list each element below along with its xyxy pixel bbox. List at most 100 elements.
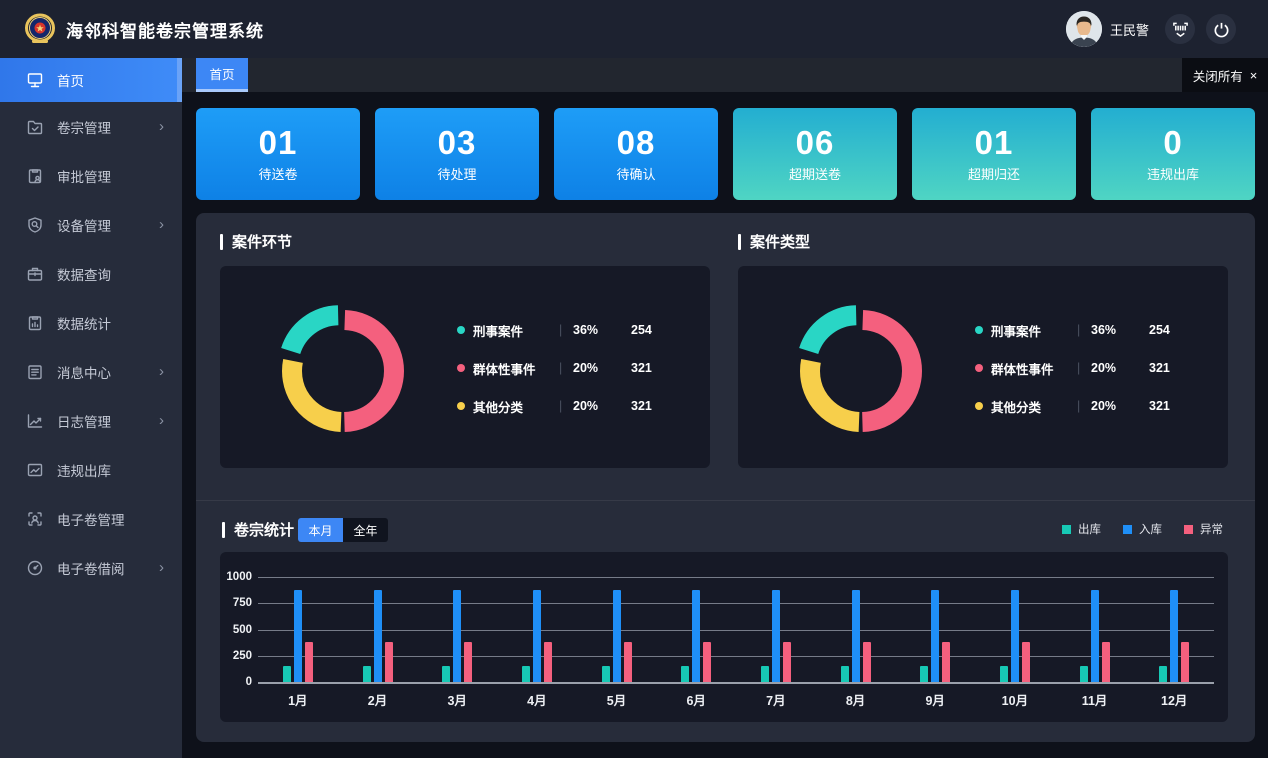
x-axis-label: 1月 xyxy=(288,694,308,708)
legend-dot xyxy=(975,402,983,410)
chevron-right-icon: › xyxy=(159,412,164,429)
bar-入库 xyxy=(532,589,541,682)
image-chart-icon xyxy=(26,461,44,479)
user-name[interactable]: 王民警 xyxy=(1110,22,1150,38)
chevron-right-icon: › xyxy=(159,559,164,576)
bar-异常 xyxy=(1101,641,1110,682)
id-card-icon xyxy=(26,510,44,528)
barcode-scan-icon xyxy=(1172,22,1188,37)
police-badge-logo-icon xyxy=(25,13,55,43)
sidebar-item-home[interactable]: 首页 xyxy=(0,58,182,102)
user-avatar[interactable] xyxy=(1066,11,1102,47)
gauge-icon xyxy=(26,559,44,577)
bar-异常 xyxy=(1181,641,1190,682)
legend-dot xyxy=(457,364,465,372)
title-accent-bar xyxy=(738,233,741,250)
bar-group-12月 xyxy=(1134,577,1214,682)
sidebar-item-message-center[interactable]: 消息中心 › xyxy=(0,347,182,396)
sidebar-item-label: 日志管理 xyxy=(57,414,111,430)
bar-出库 xyxy=(840,666,849,682)
stat-cards-row: 01 待送卷 03 待处理 08 待确认 06 超期送卷 01 超期归还 0 违规出库 xyxy=(196,108,1255,200)
legend-label: 群体性事件 xyxy=(473,362,536,377)
section-title-text: 案件环节 xyxy=(232,234,293,251)
y-axis-tick: 0 xyxy=(245,676,252,688)
bar-入库 xyxy=(1170,589,1179,682)
sidebar-item-approval-mgmt[interactable]: 审批管理 xyxy=(0,151,182,200)
donut-legend: 刑事案件 | 36% 254 群体性事件 | 20% 321 其他分类 | 20% 321 xyxy=(457,311,691,425)
title-accent-bar xyxy=(222,521,225,538)
legend-label: 入库 xyxy=(1139,524,1162,536)
legend-divider: | xyxy=(559,399,563,413)
sidebar-item-efile-mgmt[interactable]: 电子卷管理 xyxy=(0,494,182,543)
bar-plot-area: 0 250 500 750 1000 xyxy=(226,571,1214,688)
bar-group-7月 xyxy=(736,577,816,682)
sidebar-item-log-mgmt[interactable]: 日志管理 › xyxy=(0,396,182,445)
sidebar-item-dossier-mgmt[interactable]: 卷宗管理 › xyxy=(0,102,182,151)
sidebar-item-violation-out[interactable]: 违规出库 xyxy=(0,445,182,494)
bar-group-9月 xyxy=(895,577,975,682)
sidebar-item-data-query[interactable]: 数据查询 xyxy=(0,249,182,298)
toggle-full-year[interactable]: 全年 xyxy=(343,518,388,542)
logout-button[interactable] xyxy=(1206,14,1236,44)
close-all-label: 关闭所有 xyxy=(1192,69,1243,84)
legend-label: 出库 xyxy=(1078,524,1101,536)
clipboard-user-icon xyxy=(26,167,44,185)
stat-value: 01 xyxy=(258,123,298,161)
sidebar-menu: 首页 卷宗管理 › 审批管理 设备管理 › 数据查询 数据统计 消息中心 › 日志管理 › 违规出库 电子… xyxy=(0,58,182,758)
legend-row: 其他分类 | 20% 321 xyxy=(457,387,691,425)
sidebar-item-device-mgmt[interactable]: 设备管理 › xyxy=(0,200,182,249)
bar-出库 xyxy=(760,666,769,682)
sidebar-item-label: 消息中心 xyxy=(57,365,111,381)
tab-home[interactable]: 首页 xyxy=(196,58,248,92)
tab-bar: 首页 关闭所有 × xyxy=(182,58,1268,92)
stat-label: 超期送卷 xyxy=(788,166,841,182)
bar-出库 xyxy=(1079,666,1088,682)
bar-入库 xyxy=(851,589,860,682)
close-all-tabs-button[interactable]: 关闭所有 × xyxy=(1182,58,1268,92)
legend-label: 异常 xyxy=(1200,524,1223,536)
bar-group-1月 xyxy=(258,577,338,682)
title-accent-bar xyxy=(220,233,223,250)
bar-异常 xyxy=(703,641,712,682)
case-type-donut-chart: 刑事案件 | 36% 254 群体性事件 | 20% 321 其他分类 | 20% 321 xyxy=(738,266,1228,468)
legend-dot xyxy=(457,402,465,410)
section-title-case-stage: 案件环节 xyxy=(220,231,292,252)
sidebar-item-efile-borrow[interactable]: 电子卷借阅 › xyxy=(0,543,182,592)
briefcase-icon xyxy=(26,265,44,283)
stat-card-to-process: 03 待处理 xyxy=(375,108,539,200)
bar-入库 xyxy=(453,589,462,682)
bar-入库 xyxy=(1010,589,1019,682)
sidebar-item-data-stats[interactable]: 数据统计 xyxy=(0,298,182,347)
top-bar: 海邻科智能卷宗管理系统 王民警 xyxy=(0,0,1268,58)
chevron-right-icon: › xyxy=(159,216,164,233)
legend-row: 其他分类 | 20% 321 xyxy=(975,387,1209,425)
stat-label: 超期归还 xyxy=(967,166,1020,182)
bar-出库 xyxy=(442,666,451,682)
stat-card-to-confirm: 08 待确认 xyxy=(554,108,718,200)
legend-label: 刑事案件 xyxy=(473,324,524,339)
barcode-scan-button[interactable] xyxy=(1165,14,1195,44)
legend-label: 其他分类 xyxy=(991,400,1042,415)
bar-异常 xyxy=(304,641,313,682)
x-axis-label: 5月 xyxy=(606,694,627,708)
bar-group-10月 xyxy=(975,577,1055,682)
stat-value: 03 xyxy=(437,123,477,161)
dossier-bar-chart: 0 250 500 750 1000 1月 2月 3月 4月 5月 6月 7月 8月 9月 10月 11月 1… xyxy=(220,552,1228,722)
bar-异常 xyxy=(623,641,632,682)
shield-search-icon xyxy=(26,216,44,234)
legend-swatch xyxy=(1062,524,1071,534)
toggle-this-month[interactable]: 本月 xyxy=(298,518,343,542)
legend-count: 254 xyxy=(1149,323,1170,337)
bar-出库 xyxy=(920,666,929,682)
x-axis-label: 2月 xyxy=(367,694,388,708)
bar-出库 xyxy=(362,666,371,682)
legend-percent: 20% xyxy=(1091,399,1117,413)
legend-percent: 36% xyxy=(1091,323,1117,337)
donut-chart-svg xyxy=(796,305,922,432)
bar-出库 xyxy=(999,666,1008,682)
chart-growth-icon xyxy=(26,412,44,430)
bar-group-5月 xyxy=(577,577,657,682)
gridline xyxy=(258,629,1214,631)
bar-x-axis-labels: 1月 2月 3月 4月 5月 6月 7月 8月 9月 10月 11月 12月 xyxy=(258,690,1214,709)
